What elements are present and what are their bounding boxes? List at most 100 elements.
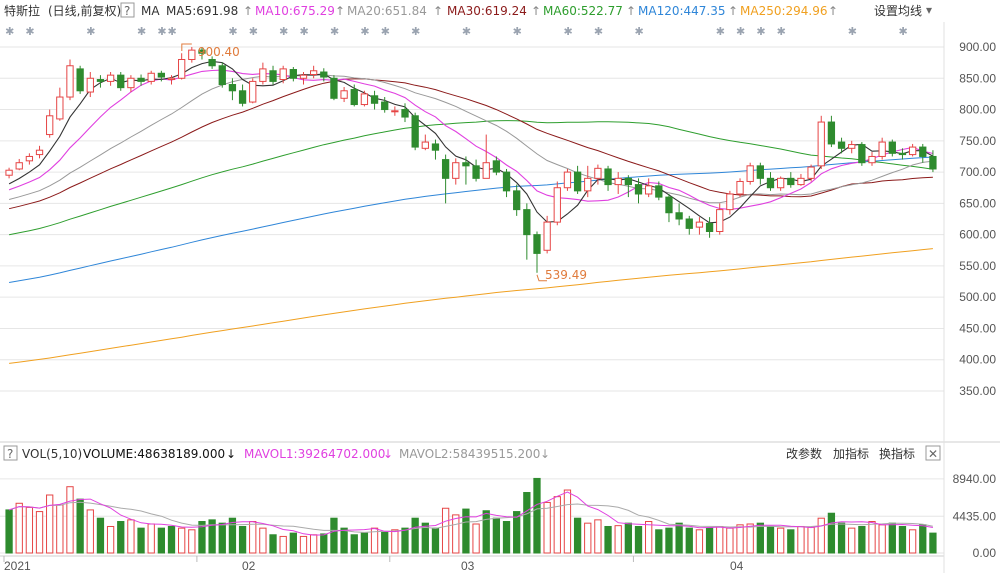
candle[interactable] — [573, 165, 582, 194]
volume-bar[interactable] — [908, 529, 917, 554]
candle[interactable] — [848, 140, 856, 154]
volume-bar[interactable] — [523, 492, 531, 554]
volume-bar[interactable] — [391, 529, 399, 554]
volume-bar[interactable] — [513, 511, 521, 554]
candle[interactable] — [614, 172, 622, 194]
volume-bar[interactable] — [188, 529, 196, 554]
adjust-mode[interactable]: (日线,前复权) — [48, 3, 121, 18]
volume-bar[interactable] — [502, 521, 511, 554]
event-star-icon[interactable]: ✱ — [513, 25, 522, 38]
volume-bar[interactable] — [543, 501, 551, 554]
candle[interactable] — [401, 103, 409, 123]
candle[interactable] — [167, 75, 176, 85]
volume-bar[interactable] — [157, 527, 166, 554]
event-star-icon[interactable]: ✱ — [330, 25, 339, 38]
event-star-icon[interactable]: ✱ — [137, 25, 146, 38]
candle[interactable] — [685, 215, 693, 235]
event-star-icon[interactable]: ✱ — [360, 25, 369, 38]
candle[interactable] — [837, 137, 846, 154]
candle[interactable] — [502, 168, 511, 198]
candle[interactable] — [888, 139, 896, 157]
volume-bar[interactable] — [452, 514, 460, 554]
volume-bar[interactable] — [106, 525, 115, 554]
event-star-icon[interactable]: ✱ — [157, 25, 166, 38]
volume-bar[interactable] — [66, 486, 74, 554]
event-star-icon[interactable]: ✱ — [462, 25, 471, 38]
volume-bar[interactable] — [15, 502, 23, 554]
volume-bar[interactable] — [76, 498, 84, 554]
candle[interactable] — [117, 72, 125, 91]
event-star-icon[interactable]: ✱ — [299, 25, 308, 38]
volume-bar[interactable] — [228, 517, 237, 554]
volume-bar[interactable] — [675, 522, 683, 554]
volume-bar[interactable] — [147, 523, 155, 554]
volume-bar[interactable] — [888, 522, 896, 554]
candle[interactable] — [96, 75, 105, 88]
volume-bar[interactable] — [614, 525, 622, 554]
volume-bar[interactable] — [604, 525, 612, 554]
candlesticks[interactable] — [5, 47, 937, 273]
help-icon[interactable] — [3, 445, 18, 461]
volume-bar[interactable] — [645, 521, 653, 554]
volume-bar[interactable] — [431, 527, 440, 554]
candle[interactable] — [766, 172, 775, 191]
candle[interactable] — [289, 67, 297, 82]
volume-bar[interactable] — [868, 521, 876, 554]
candle[interactable] — [86, 72, 94, 98]
volume-bar[interactable] — [289, 532, 297, 554]
volume-bar[interactable] — [269, 534, 277, 554]
volume-bar[interactable] — [726, 527, 734, 554]
volume-bar[interactable] — [320, 533, 328, 554]
candle[interactable] — [604, 165, 612, 191]
candle[interactable] — [624, 175, 633, 198]
event-star-icon[interactable]: ✱ — [279, 25, 288, 38]
volume-bar[interactable] — [695, 529, 704, 554]
candle[interactable] — [584, 165, 592, 198]
candle[interactable] — [66, 59, 74, 101]
volume-bar[interactable] — [167, 525, 176, 554]
event-star-icon[interactable]: ✱ — [249, 25, 258, 38]
candle[interactable] — [817, 115, 825, 169]
volume-bar[interactable] — [848, 527, 856, 554]
candle[interactable] — [350, 84, 358, 107]
candle[interactable] — [370, 90, 379, 110]
volume-bar[interactable] — [309, 534, 318, 554]
volume-bar[interactable] — [685, 527, 693, 554]
volume-bar[interactable] — [117, 521, 125, 554]
candle[interactable] — [360, 90, 369, 107]
candle[interactable] — [695, 217, 704, 235]
volume-bar[interactable] — [919, 524, 927, 554]
candle[interactable] — [127, 75, 135, 93]
volume-bar[interactable] — [716, 525, 724, 554]
volume-bar[interactable] — [279, 535, 287, 554]
volume-bar[interactable] — [533, 477, 541, 554]
candle[interactable] — [320, 68, 328, 82]
add-indicator-button[interactable]: 加指标 — [833, 446, 869, 461]
event-star-icon[interactable]: ✱ — [594, 25, 603, 38]
candle[interactable] — [441, 154, 450, 204]
volume-bar[interactable] — [655, 529, 663, 554]
candle[interactable] — [157, 70, 166, 82]
candle[interactable] — [634, 178, 643, 204]
volume-bar[interactable] — [705, 527, 714, 554]
candle[interactable] — [188, 47, 196, 63]
candle[interactable] — [472, 159, 480, 182]
volume-bar[interactable] — [482, 510, 490, 554]
volume-bar[interactable] — [238, 525, 247, 554]
close-icon[interactable]: ✕ — [928, 447, 938, 461]
volume-bar[interactable] — [178, 527, 186, 554]
candle[interactable] — [807, 164, 815, 182]
volume-bar[interactable] — [797, 525, 805, 554]
volume-bar[interactable] — [340, 527, 348, 554]
volume-bar[interactable] — [563, 489, 572, 554]
volume-bar[interactable] — [441, 507, 450, 554]
candle[interactable] — [391, 106, 399, 116]
event-star-icon[interactable]: ✱ — [86, 25, 95, 38]
event-star-icon[interactable]: ✱ — [381, 25, 390, 38]
volume-bar[interactable] — [878, 524, 886, 554]
candle[interactable] — [898, 148, 907, 160]
event-star-icon[interactable]: ✱ — [756, 25, 765, 38]
candle[interactable] — [198, 47, 206, 60]
volume-bar[interactable] — [127, 519, 135, 554]
candle[interactable] — [431, 139, 440, 160]
